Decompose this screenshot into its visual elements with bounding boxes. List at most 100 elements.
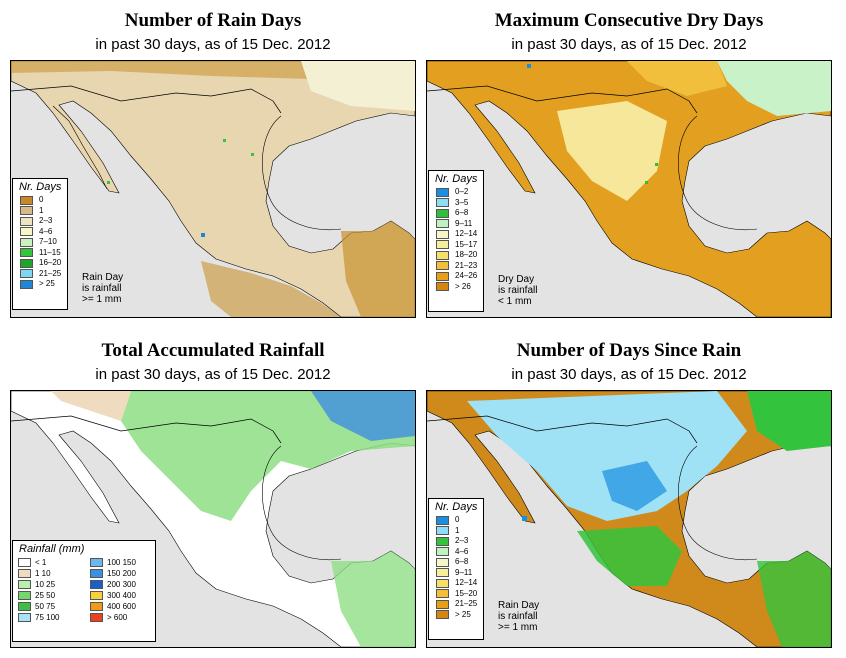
legend-row: 150 200 — [85, 568, 155, 579]
legend-swatch — [436, 557, 449, 567]
legend-row: 0–2 — [429, 187, 483, 198]
legend-row: 50 75 — [13, 601, 83, 612]
legend-swatch — [18, 591, 31, 600]
panel-title: Maximum Consecutive Dry Days — [494, 10, 764, 31]
legend-swatch — [436, 219, 449, 229]
legend-swatch — [436, 261, 449, 271]
legend-label: 15–17 — [455, 239, 478, 249]
legend-label: 0 — [39, 195, 44, 204]
legend-label: 9–11 — [455, 218, 473, 228]
legend-label: 4–6 — [455, 546, 469, 556]
legend-label: 50 75 — [35, 602, 56, 611]
legend-total-rainfall: Rainfall (mm) < 1 100 150 1 10 150 200 1… — [12, 540, 156, 642]
legend-rain-days: Nr. Days 0 1 2–3 4–6 7–10 11–15 16–20 21… — [12, 178, 68, 310]
legend-row: > 26 — [429, 282, 483, 293]
legend-row: 24–26 — [429, 271, 483, 282]
legend-row: 21–25 — [13, 269, 67, 280]
note-line: < 1 mm — [498, 296, 532, 307]
legend-row: 25 50 — [13, 590, 83, 601]
legend-swatch — [436, 198, 449, 208]
legend-swatch — [20, 248, 33, 258]
legend-swatch — [436, 271, 449, 281]
legend-row: > 600 — [85, 612, 155, 623]
panel-total-rainfall: Total Accumulated Rainfall in past 30 da… — [10, 330, 416, 648]
note-line: is rainfall — [82, 283, 122, 294]
legend-label: 100 150 — [107, 558, 136, 567]
legend-row: 9–11 — [429, 219, 483, 230]
legend-swatch — [90, 613, 103, 622]
legend-swatch — [20, 258, 33, 268]
legend-label: 3–5 — [455, 197, 469, 207]
panel-subtitle: in past 30 days, as of 15 Dec. 2012 — [95, 36, 331, 53]
legend-title: Nr. Days — [435, 173, 478, 185]
legend-row: 6–8 — [429, 557, 483, 568]
legend-swatch — [436, 229, 449, 239]
legend-row: 0 — [13, 195, 67, 206]
legend-label: 0 — [455, 515, 460, 524]
legend-swatch — [20, 279, 33, 289]
legend-swatch — [20, 269, 33, 279]
note-line: Dry Day — [498, 274, 535, 285]
legend-label: 21–25 — [455, 599, 478, 608]
legend-label: > 25 — [39, 279, 55, 288]
legend-row: > 25 — [13, 279, 67, 290]
legend-swatch — [436, 599, 449, 609]
legend-row: 1 — [13, 206, 67, 217]
legend-label: 6–8 — [455, 208, 469, 217]
legend-swatch — [436, 526, 449, 536]
panel-days-since-rain: Number of Days Since Rain in past 30 day… — [426, 330, 832, 648]
legend-row: 2–3 — [13, 216, 67, 227]
legend-label: 1 10 — [35, 569, 51, 578]
legend-row: 200 300 — [85, 579, 155, 590]
legend-label: 21–23 — [455, 260, 478, 270]
panel-rain-days: Number of Rain Days in past 30 days, as … — [10, 0, 416, 318]
legend-swatch — [20, 216, 33, 226]
legend-row: 15–17 — [429, 240, 483, 251]
legend-row: 100 150 — [85, 557, 155, 568]
legend-swatch — [436, 282, 449, 292]
legend-swatch — [436, 589, 449, 599]
legend-label: 300 400 — [107, 591, 136, 600]
legend-row: 10 25 — [13, 579, 83, 590]
note-line: is rainfall — [498, 285, 538, 296]
panel-dry-days: Maximum Consecutive Dry Days in past 30 … — [426, 0, 832, 318]
legend-row: 3–5 — [429, 198, 483, 209]
legend-label: > 26 — [455, 281, 471, 291]
legend-title: Nr. Days — [19, 181, 62, 193]
note-line: is rainfall — [498, 611, 538, 622]
legend-title: Rainfall (mm) — [19, 543, 85, 555]
legend-swatch — [436, 578, 449, 588]
legend-swatch — [90, 602, 103, 611]
legend-row: 2–3 — [429, 536, 483, 547]
legend-label: 12–14 — [455, 229, 478, 238]
legend-row: 21–23 — [429, 261, 483, 272]
legend-label: 6–8 — [455, 557, 469, 566]
legend-row: 6–8 — [429, 208, 483, 219]
legend-row: 400 600 — [85, 601, 155, 612]
legend-label: 21–25 — [39, 268, 62, 278]
legend-swatch — [18, 580, 31, 589]
legend-label: 24–26 — [455, 271, 478, 280]
legend-swatch — [20, 237, 33, 247]
legend-label: 150 200 — [107, 569, 136, 578]
note-line: Rain Day — [498, 600, 540, 611]
legend-row: 1 10 — [13, 568, 83, 579]
legend-dry-days: Nr. Days 0–2 3–5 6–8 9–11 12–14 15–17 18… — [428, 170, 484, 312]
legend-swatch — [20, 206, 33, 216]
legend-label: 0–2 — [455, 187, 469, 196]
legend-swatch — [90, 569, 103, 578]
legend-row: 75 100 — [13, 612, 83, 623]
legend-row: 16–20 — [13, 258, 67, 269]
mexico-map-dry-days — [427, 61, 831, 317]
legend-grid: < 1 100 150 1 10 150 200 10 25 200 300 2… — [13, 557, 155, 623]
map-rain-days — [10, 60, 416, 318]
map-days-since-rain — [426, 390, 832, 648]
panel-subtitle: in past 30 days, as of 15 Dec. 2012 — [511, 366, 747, 383]
note-line: >= 1 mm — [498, 622, 538, 633]
legend-label: 400 600 — [107, 602, 136, 611]
legend-row: 7–10 — [13, 237, 67, 248]
legend-swatch — [18, 613, 31, 622]
legend-swatch — [436, 536, 449, 546]
legend-swatch — [18, 558, 31, 567]
panel-title: Number of Days Since Rain — [516, 340, 742, 361]
